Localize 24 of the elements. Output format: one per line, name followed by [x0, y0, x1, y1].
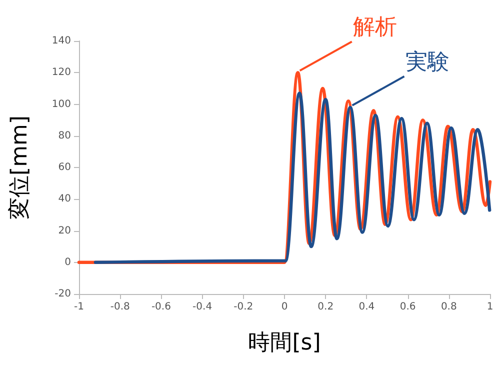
- y-tick-label: 40: [58, 194, 71, 205]
- x-tick-label: -0.8: [110, 302, 130, 312]
- x-tick-label: 0: [281, 302, 288, 312]
- y-tick-label: 140: [52, 36, 71, 46]
- x-axis-title: 時間[s]: [248, 330, 321, 356]
- y-tick-label: 20: [58, 225, 71, 236]
- y-tick-label: 0: [64, 256, 71, 268]
- y-tick-label: 60: [58, 162, 71, 173]
- x-tick-label: 0.4: [358, 302, 375, 312]
- y-tick-label: 100: [52, 98, 71, 110]
- annotation: 実験: [405, 50, 450, 75]
- y-tick-label: 80: [58, 130, 71, 142]
- x-tick-label: 0.2: [318, 302, 334, 312]
- annotation: 解析: [352, 15, 397, 40]
- y-axis-title: 変位[mm]: [8, 115, 32, 220]
- x-tick-label: -0.6: [151, 302, 171, 312]
- x-tick-label: 1: [486, 302, 494, 312]
- x-tick-label: 0.6: [400, 302, 416, 312]
- y-tick-label: 120: [52, 67, 71, 78]
- x-tick-label: -0.2: [234, 302, 254, 312]
- y-tick-label: -20: [54, 288, 71, 300]
- x-tick-label: -0.4: [192, 302, 212, 312]
- x-tick-label: 0.8: [440, 302, 457, 312]
- x-tick-label: -1: [74, 302, 84, 312]
